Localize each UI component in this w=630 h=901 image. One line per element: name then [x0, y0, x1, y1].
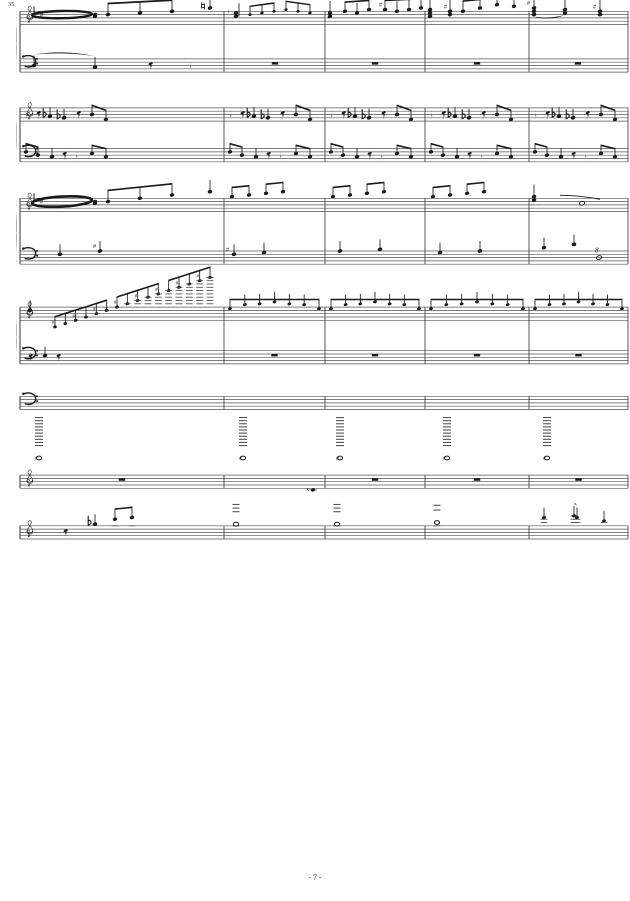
svg-text:#: #	[443, 456, 446, 462]
svg-text:#: #	[336, 456, 339, 462]
svg-text:35: 35	[8, 1, 15, 8]
svg-text:- 7 -: - 7 -	[308, 873, 322, 882]
svg-text:#: #	[40, 13, 43, 19]
svg-text:#: #	[239, 456, 242, 462]
svg-text:#: #	[593, 4, 596, 10]
svg-text:#: #	[226, 247, 229, 253]
svg-text:#: #	[379, 3, 382, 9]
svg-text:#: #	[93, 244, 96, 250]
svg-text:#: #	[40, 200, 43, 206]
svg-text:#: #	[527, 1, 530, 7]
svg-text:x: x	[306, 487, 309, 493]
svg-text:#: #	[543, 456, 546, 462]
svg-text:8: 8	[595, 247, 599, 255]
svg-text:#: #	[35, 456, 38, 462]
svg-text:#: #	[444, 4, 447, 10]
